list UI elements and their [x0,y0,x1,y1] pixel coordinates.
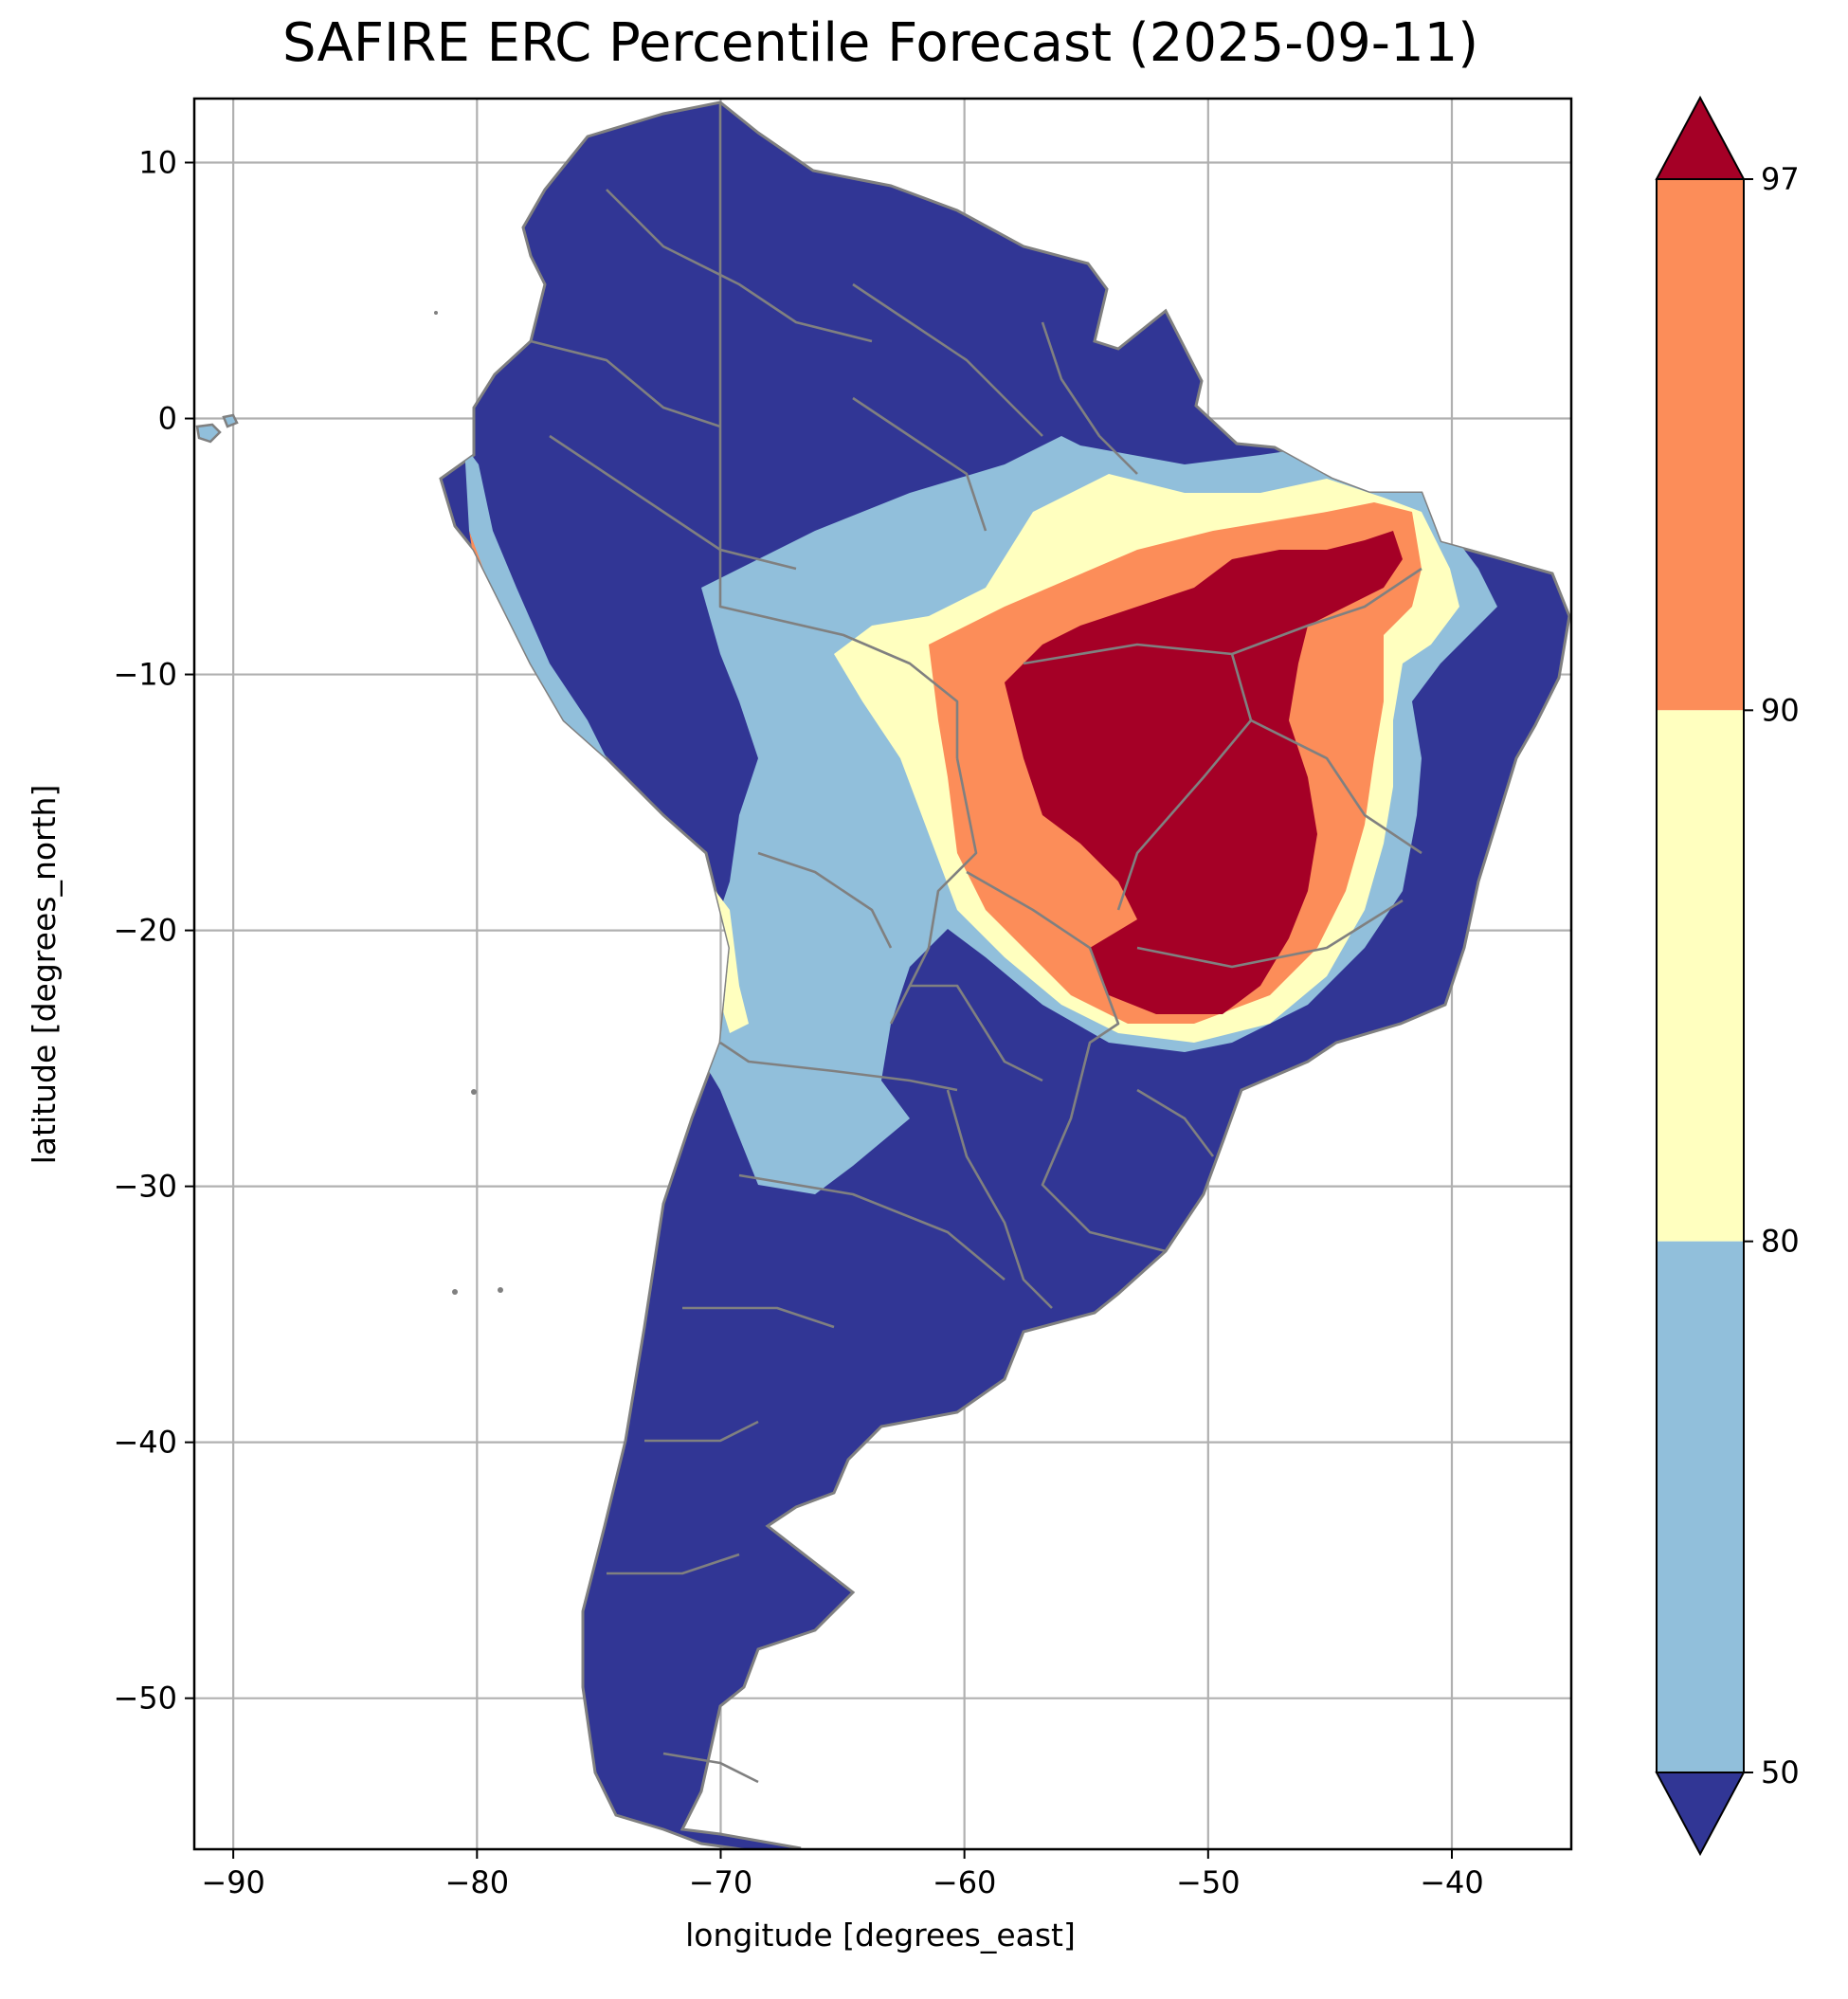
small-islets [434,311,503,1295]
land-mass [439,100,1571,1849]
x-axis-ticks: −90 −80 −70 −60 −50 −40 [201,1849,1484,1900]
colorbar-tick-label: 97 [1761,161,1800,197]
land-layer [195,100,1571,1849]
colorbar-tick-label: 80 [1761,1224,1800,1260]
x-tick-label: −50 [1176,1864,1241,1900]
colorbar-segment [1657,1241,1744,1772]
colorbar-segment [1657,179,1744,711]
region-above-97 [1005,531,1403,1014]
colorbar-tick-label: 90 [1761,692,1800,728]
colorbar-tick-label: 50 [1761,1754,1800,1790]
x-tick-label: −60 [933,1864,997,1900]
colorbar-outline [1656,178,1745,1773]
y-tick-label: −10 [113,657,177,693]
x-tick-label: −40 [1420,1864,1484,1900]
y-tick-label: −20 [113,913,177,949]
x-tick-label: −80 [445,1864,510,1900]
colorbar-segment [1657,710,1744,1242]
x-axis-label: longitude [degrees_east] [685,1917,1076,1954]
region-50-80-andes [464,445,607,768]
y-tick-label: −50 [113,1681,177,1717]
y-tick-label: −30 [113,1169,177,1205]
country-borders [530,102,1422,1784]
y-tick-label: 0 [158,401,177,437]
y-tick-label: −40 [113,1425,177,1461]
colorbar-extend-min [1655,1772,1746,1857]
chart-title: SAFIRE ERC Percentile Forecast (2025-09-… [282,12,1478,74]
x-tick-label: −90 [201,1864,265,1900]
colorbar: 50 80 90 97 [1655,95,1800,1857]
axes-frame [192,97,1573,1851]
islands [195,413,239,444]
y-axis-label: latitude [degrees_north] [26,785,63,1165]
y-axis-ticks: 10 0 −10 −20 −30 −40 −50 [113,145,194,1717]
colorbar-extend-max [1655,95,1746,180]
x-tick-label: −70 [689,1864,753,1900]
y-tick-label: 10 [138,145,177,181]
